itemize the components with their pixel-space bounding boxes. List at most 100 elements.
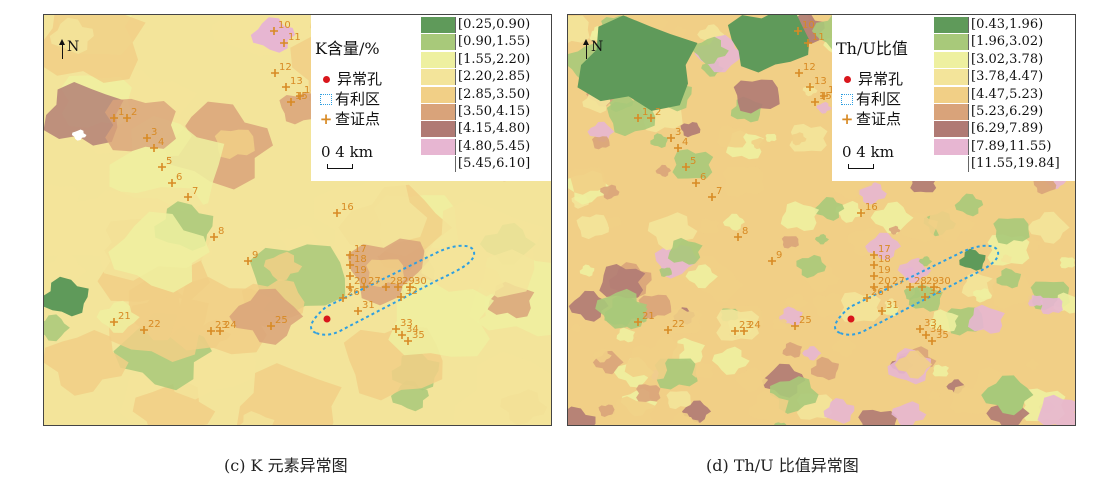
anomaly-hole-marker [323,315,331,323]
check-point-label: 11 [288,32,301,43]
check-point-mark [664,326,672,334]
map-patch [453,351,551,425]
map-patch [928,205,976,242]
legend-class-swatch [934,156,969,173]
favorable-area-outline [834,244,1000,336]
check-point-26: 26 [863,287,884,302]
north-label: N [67,39,80,55]
check-point-mark [870,272,878,280]
check-point-label: 26 [347,287,360,298]
check-point-17: 17 [870,244,891,259]
check-point-2: 2 [647,107,661,122]
map-patch [366,259,405,288]
check-point-label: 28 [390,276,403,287]
map-patch [1027,211,1070,244]
check-point-label: 19 [354,265,367,276]
map-patch [692,36,729,65]
legend-class-row: [1.55,2.20) [421,51,551,68]
map-patch [1033,176,1057,195]
legend-class-row: [5.23,6.29) [934,103,1074,120]
check-point-mark [339,294,347,302]
map-patch [823,398,855,424]
check-point-label: 25 [275,315,288,326]
check-point-16: 16 [857,202,878,217]
check-point-mark [404,337,412,345]
map-patch [44,330,129,396]
legend-class-row: [3.50,4.15) [421,103,551,120]
favorable-area-outline [310,244,476,336]
legend-class-swatch [421,51,456,68]
k-legend-symbols: 异常孔 有利区 + 查证点 [319,69,382,129]
check-point-mark [922,331,930,339]
map-patch [568,167,606,195]
map-patch [659,267,672,277]
map-patch [104,98,176,152]
legend-class-swatch [421,86,456,103]
check-point-24: 24 [740,320,761,335]
check-point-15: 15 [811,91,832,106]
check-point-1: 1 [110,107,124,122]
legend-class-swatch [934,51,969,68]
map-patch [765,133,777,142]
map-patch [888,225,901,235]
map-patch [891,401,927,425]
check-point-mark [244,257,252,265]
check-point-label: 2 [655,107,661,118]
map-patch [782,342,803,358]
map-patch [857,182,887,205]
legend-class-row: [7.89,11.55) [934,138,1074,155]
map-patch [568,406,596,425]
legend-class-label: [3.78,4.47) [971,69,1044,85]
check-point-26: 26 [339,287,360,302]
map-patch [666,391,692,410]
map-patch [44,252,88,289]
map-patch [932,364,949,377]
check-point-label: 6 [176,172,182,183]
legend-class-label: [1.96,3.02) [971,34,1044,50]
check-point-mark [731,327,739,335]
check-point-mark [140,326,148,334]
map-patch [595,288,648,329]
legend-class-label: [0.25,0.90) [458,17,531,32]
map-patch [1040,297,1063,315]
check-point-mark [360,283,368,291]
legend-class-row: [2.85,3.50) [421,86,551,103]
legend-class-label: [5.23,6.29) [971,104,1044,119]
map-patch [699,218,720,234]
check-point-label: 20 [354,276,367,287]
check-point-17: 17 [346,244,367,259]
check-point-35: 35 [404,330,425,345]
check-point-9: 9 [768,250,782,265]
check-point-mark [884,283,892,291]
map-patch [388,279,494,357]
map-patch [722,166,765,198]
map-patch [802,346,822,361]
check-point-8: 8 [210,226,224,241]
check-point-30: 30 [406,276,427,291]
map-patch [858,409,898,425]
check-point-10: 10 [270,20,291,35]
check-point-27: 27 [884,276,905,291]
legend-class-swatch [421,121,456,138]
legend-class-label: [3.50,4.15) [458,104,531,119]
map-patch [96,300,140,333]
anomaly-hole-icon [844,75,851,83]
map-patch [697,267,745,303]
check-point-label: 1 [642,107,648,118]
map-patch [44,192,114,257]
check-point-label: 35 [412,330,425,341]
favorable-area-icon [320,93,332,105]
check-point-label: 5 [166,156,172,167]
check-point-mark [930,283,938,291]
map-patch [883,303,899,317]
map-patch [781,236,799,249]
check-point-mark [928,337,936,345]
check-point-mark [406,283,414,291]
check-point-5: 5 [682,156,696,171]
map-patch [722,213,745,231]
thu-legend-title: Th/U比值 [836,39,908,58]
legend-class-label: [2.20,2.85) [458,69,531,85]
map-patch [108,211,210,293]
legend-class-label: [6.29,7.89) [971,121,1044,137]
check-point-mark [634,318,642,326]
